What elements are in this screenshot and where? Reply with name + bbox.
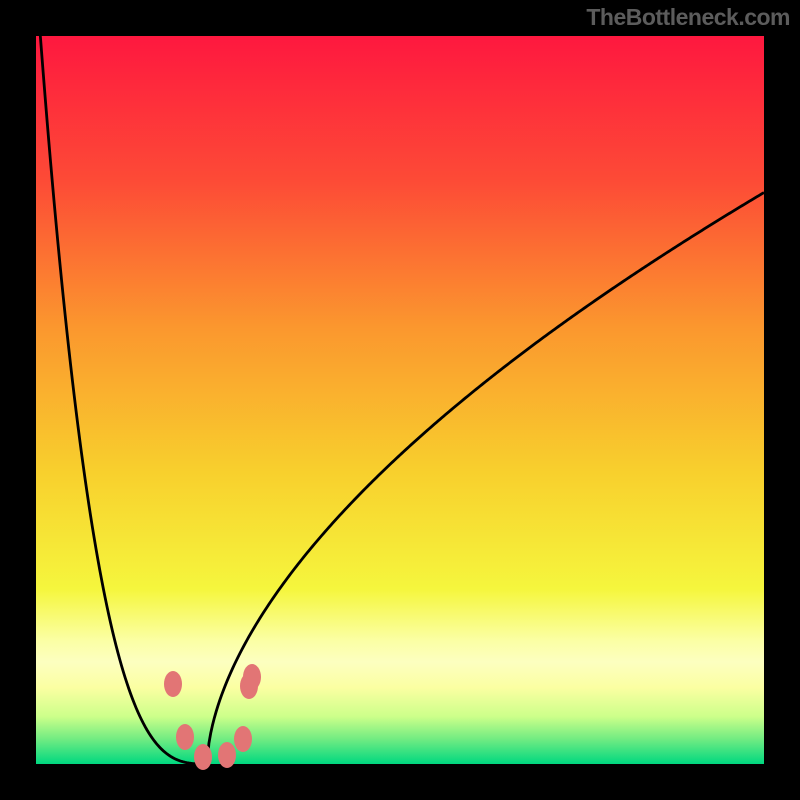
bottleneck-curve bbox=[36, 36, 764, 764]
watermark-text: TheBottleneck.com bbox=[586, 4, 790, 31]
data-point-marker bbox=[243, 664, 261, 690]
plot-area bbox=[36, 36, 764, 764]
data-point-marker bbox=[234, 726, 252, 752]
data-point-marker bbox=[194, 744, 212, 770]
data-point-marker bbox=[164, 671, 182, 697]
chart-root: TheBottleneck.com bbox=[0, 0, 800, 800]
curve-svg bbox=[36, 36, 764, 764]
data-point-marker bbox=[176, 724, 194, 750]
data-point-marker bbox=[218, 742, 236, 768]
